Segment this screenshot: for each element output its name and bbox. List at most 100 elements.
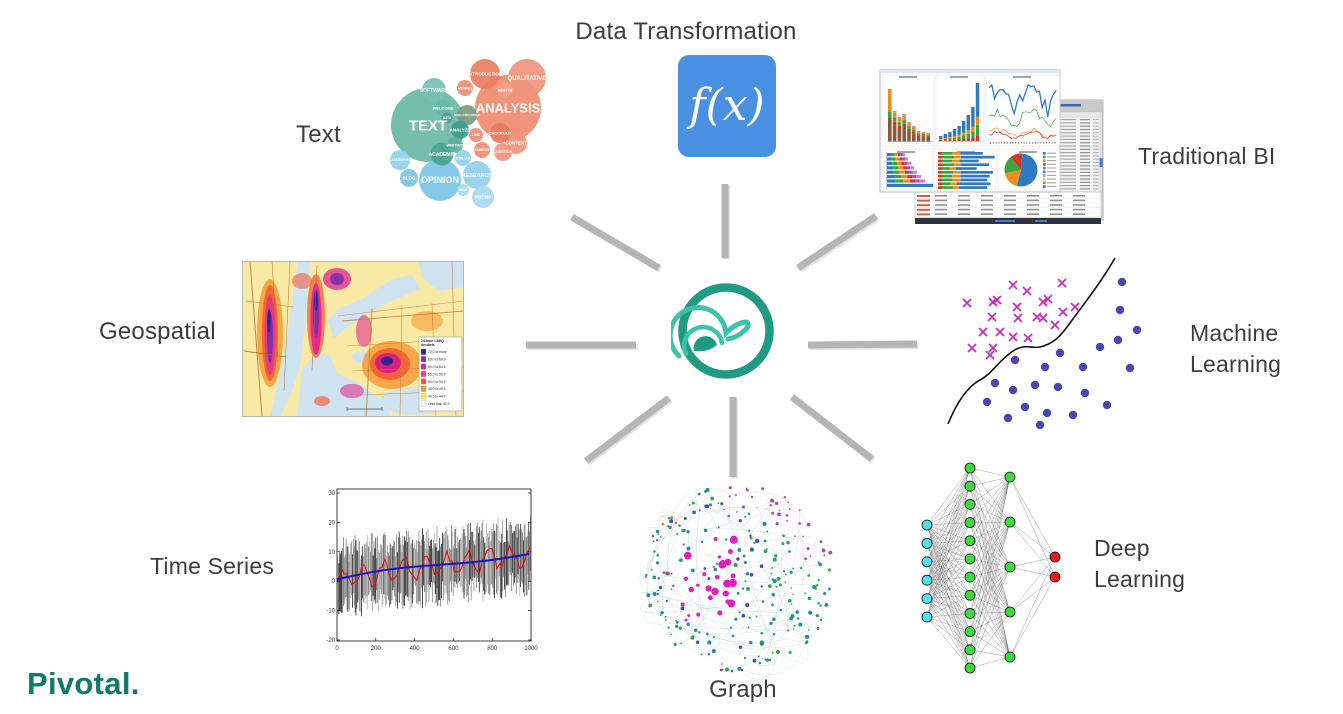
map-legend-label: 50.0 to 54.9 [428, 380, 446, 384]
wordcloud-word: MONTH [498, 87, 513, 92]
wordcloud-bubble [422, 78, 446, 102]
wordcloud-bubble [457, 184, 469, 196]
nn-node [1049, 571, 1061, 583]
wordcloud-word: WRITING [446, 142, 463, 147]
wordcloud-word: SUBCATEGORIES [454, 113, 480, 117]
ts-y-tick: 0 [332, 579, 336, 585]
wordcloud-bubble [470, 59, 500, 89]
nn-node [964, 589, 976, 601]
map-legend-label: Less than 40.0 [428, 402, 450, 406]
greenplum-hub-logo [671, 283, 774, 379]
wordcloud-word: OPINION [421, 175, 459, 185]
label-time-series: Time Series [150, 553, 275, 579]
wordcloud-bubble [455, 150, 471, 166]
nn-node [964, 662, 976, 674]
label-deep: Deep [1094, 535, 1150, 561]
nn-node [1049, 551, 1061, 563]
label-text: Text [296, 121, 341, 148]
ts-y-tick: 10 [328, 550, 335, 556]
wordcloud-bubble [490, 123, 510, 143]
wordcloud-word: RESEARCH [462, 173, 493, 179]
wordcloud-bubble [474, 142, 490, 158]
nn-node [964, 626, 976, 638]
nn-node [921, 538, 933, 549]
machine-learning-illustration [947, 257, 1142, 430]
wordcloud-bubble [435, 100, 451, 116]
map-legend-label: 40.0 to 44.9 [428, 395, 446, 399]
wordcloud-word: MINING [458, 85, 472, 90]
label-traditional-bi: Traditional BI [1138, 143, 1276, 169]
map-legend-label: 60.0 to 64.9 [428, 365, 446, 369]
label-geospatial: Geospatial [99, 318, 216, 345]
wordcloud-bubble [400, 169, 418, 187]
ts-x-tick: 1000 [524, 646, 538, 652]
wordcloud-word: BLOG [403, 176, 416, 181]
map-legend-swatch [420, 393, 427, 400]
wordcloud-word: LINK [472, 133, 481, 137]
nn-node [921, 519, 933, 531]
wordcloud-word: ANALYZE [450, 128, 471, 133]
ts-x-tick: 800 [487, 646, 498, 652]
wordcloud-bubble [463, 161, 491, 189]
wordcloud-bubble [447, 137, 463, 153]
wordcloud-bubble [472, 186, 494, 208]
nn-node [964, 608, 976, 619]
wordcloud-word: CATEGORIES [389, 158, 413, 162]
wordcloud-word: QUESTION [494, 150, 513, 154]
wordcloud-bubble [419, 159, 461, 201]
map-legend-swatch [420, 400, 427, 407]
nn-node [1004, 651, 1016, 663]
ts-x-tick: 0 [335, 646, 339, 652]
map-legend-label: 65.0 to 69.9 [428, 358, 446, 362]
map-legend-swatch [420, 363, 427, 370]
map-legend [418, 336, 463, 412]
nn-node [964, 535, 976, 547]
nn-node [964, 517, 976, 528]
label-machine: Machine [1190, 320, 1279, 346]
ts-y-tick: -10 [326, 609, 335, 615]
wordcloud-word: WELCOME [433, 105, 454, 110]
nn-node [1004, 606, 1016, 618]
wordcloud-word: DATA [443, 116, 452, 120]
map-legend-title: 24-hour LAEQ [421, 339, 444, 343]
map-legend-label: 55.0 to 59.9 [428, 372, 446, 376]
nn-node [964, 553, 976, 565]
wordcloud-word: FAMOUS [475, 148, 491, 152]
map-legend-swatch [420, 348, 427, 355]
wordcloud-word: QUALITATIVE [507, 76, 546, 82]
wordcloud-word: COLOR [456, 155, 471, 160]
label-machine-learning: Machine Learning [1190, 318, 1281, 380]
wordcloud-word: KIND [459, 188, 468, 192]
nn-node [1004, 561, 1016, 573]
wordcloud-word: ANALYSIS [476, 101, 541, 116]
wordcloud-word: CHECKOUT [489, 130, 512, 135]
nn-node [921, 574, 933, 586]
map-legend-swatch [420, 371, 427, 377]
nn-node [964, 480, 976, 492]
wordcloud-word: INTRODUCTION [468, 72, 503, 77]
text-wordcloud-illustration: TEXT ANALYSIS OPINION QUALITATIVE INTRODUCTI… [389, 59, 547, 208]
ts-x-tick: 600 [448, 646, 459, 652]
graph-network-illustration [639, 486, 833, 680]
label-deep-learning: Deep Learning [1094, 533, 1185, 595]
ts-x-tick: 400 [410, 646, 421, 652]
wordcloud-bubble [494, 143, 512, 161]
nn-node [921, 593, 933, 605]
map-legend-title-2: decibels [421, 343, 435, 347]
deep-learning-illustration [921, 462, 1061, 674]
traditional-bi-illustration [879, 69, 1104, 224]
label-learning-2: Learning [1094, 566, 1186, 592]
nn-node [921, 556, 933, 568]
map-legend-swatch [420, 378, 427, 385]
wordcloud-word: ACADEMIC [429, 152, 456, 158]
wordcloud-bubble [457, 105, 477, 125]
wordcloud-bubble [508, 59, 546, 97]
map-legend-swatch [420, 356, 427, 363]
map-legend-label: 45.0 to 49.9 [428, 387, 446, 391]
wordcloud-bubble [457, 80, 473, 96]
label-graph: Graph [709, 676, 777, 703]
